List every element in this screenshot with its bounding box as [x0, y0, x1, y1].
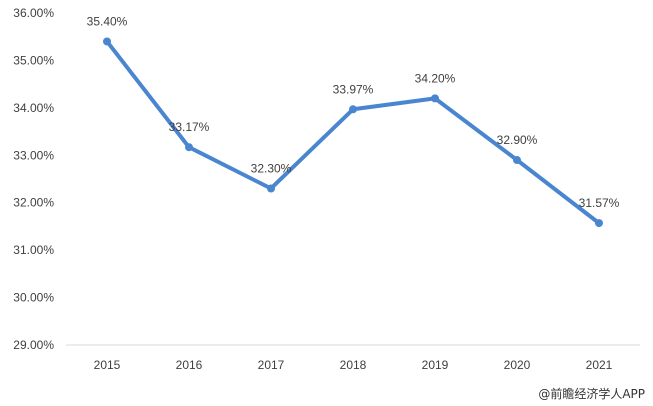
y-tick-label: 30.00% [13, 291, 54, 305]
y-tick-label: 35.00% [13, 53, 54, 67]
x-tick-label: 2021 [586, 358, 613, 372]
y-tick-label: 34.00% [13, 101, 54, 115]
y-tick-label: 33.00% [13, 148, 54, 162]
y-tick-label: 32.00% [13, 196, 54, 210]
x-tick-label: 2020 [504, 358, 531, 372]
source-credit: @前瞻经济学人APP [538, 387, 645, 401]
data-labels: 35.40% 33.17% 32.30% 33.97% 34.20% 32.90% 31.5… [87, 14, 620, 210]
y-tick-label: 31.00% [13, 243, 54, 257]
data-label: 32.90% [497, 133, 538, 147]
data-point [595, 219, 603, 228]
data-points [103, 37, 603, 228]
x-axis: 2015 2016 2017 2018 2019 2020 2021 [94, 358, 613, 372]
data-point [513, 156, 521, 165]
data-point [267, 184, 275, 193]
y-tick-label: 29.00% [13, 338, 54, 352]
data-label: 35.40% [87, 14, 128, 28]
data-point [431, 94, 439, 103]
y-axis: 29.00% 30.00% 31.00% 32.00% 33.00% 34.00% 35.0… [13, 6, 54, 352]
x-tick-label: 2019 [422, 358, 449, 372]
x-tick-label: 2016 [176, 358, 203, 372]
x-tick-label: 2015 [94, 358, 121, 372]
data-label: 34.20% [415, 71, 456, 85]
data-label: 31.57% [579, 196, 620, 210]
data-point [103, 37, 111, 46]
x-tick-label: 2018 [340, 358, 367, 372]
y-tick-label: 36.00% [13, 6, 54, 20]
data-label: 33.97% [333, 82, 374, 96]
data-label: 33.17% [169, 120, 210, 134]
data-label: 32.30% [251, 161, 292, 175]
data-point [349, 105, 357, 114]
data-point [185, 143, 193, 152]
x-tick-label: 2017 [258, 358, 285, 372]
